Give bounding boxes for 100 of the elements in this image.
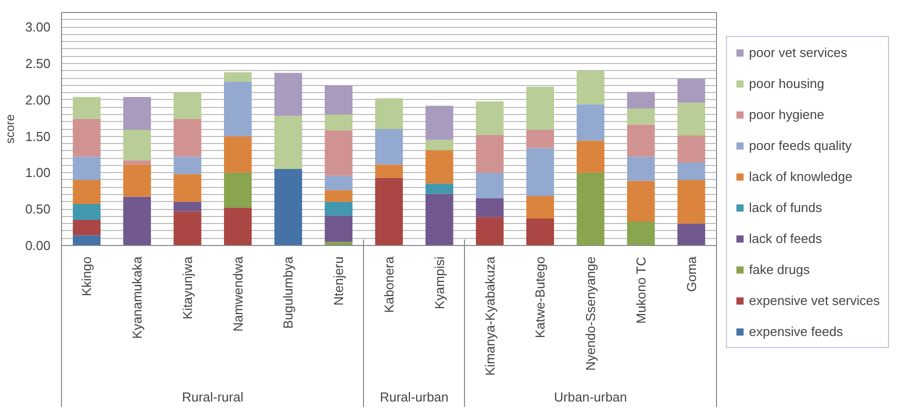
bar [677, 102, 706, 136]
x-tick-label: Ntenjeru [331, 256, 346, 306]
bar [476, 134, 504, 173]
bar [123, 130, 151, 160]
legend-label: poor hygiene [749, 107, 824, 122]
bar [576, 104, 604, 141]
bar [526, 86, 554, 130]
bar [375, 164, 403, 178]
bar [576, 140, 604, 173]
text: Rural-rural [182, 390, 244, 404]
bar [526, 196, 554, 219]
bar [324, 85, 352, 114]
y-tick-label: 3.00 [25, 20, 51, 35]
bar [324, 190, 352, 202]
bar [72, 118, 101, 157]
x-tick-label: Katwe-Butego [532, 256, 548, 338]
bar [426, 194, 454, 246]
bar [476, 198, 504, 218]
text: Rural-urban [380, 390, 449, 404]
legend-label: poor vet services [749, 45, 848, 60]
bar [72, 180, 101, 204]
bar [174, 118, 202, 157]
bar [123, 196, 151, 246]
bar [426, 150, 454, 184]
bar [72, 156, 101, 180]
bar [677, 78, 706, 103]
y-tick-label: 2.00 [25, 92, 51, 108]
bar [72, 220, 101, 236]
bar [274, 116, 302, 170]
legend-label: poor housing [749, 76, 824, 91]
legend-label: expensive vet services [749, 293, 880, 308]
bar [324, 216, 352, 242]
x-tick-label: Kitayunjwa [180, 256, 195, 320]
bar [426, 106, 454, 140]
bar [526, 148, 554, 196]
bar [526, 218, 554, 246]
bar [375, 98, 403, 129]
legend-label: lack of feeds [749, 231, 822, 246]
x-tick-label: Mukono TC [633, 256, 648, 324]
x-tick-label: Kyanamukaka [130, 256, 145, 339]
bar [123, 96, 151, 130]
bar [224, 172, 252, 208]
bar [174, 174, 202, 202]
bar [677, 180, 706, 224]
bar [324, 176, 352, 190]
bar [476, 172, 504, 198]
bar [224, 82, 252, 136]
bar [324, 130, 352, 176]
x-tick-label: Kabonera [382, 256, 396, 313]
bar [72, 235, 101, 246]
bar [627, 221, 655, 246]
bar [526, 130, 554, 148]
y-tick-label: 0.50 [25, 202, 51, 217]
bar [677, 136, 706, 162]
bar [274, 169, 302, 246]
bar [677, 224, 706, 246]
bar [375, 178, 403, 246]
legend-label: lack of funds [749, 200, 822, 215]
x-tick-label: Bugulumbya [280, 256, 296, 329]
y-tick-label: 1.00 [25, 165, 51, 180]
legend-label: expensive feeds [749, 324, 843, 339]
bar [476, 217, 504, 246]
legend-label: poor feeds quality [749, 138, 852, 153]
bar [174, 156, 202, 174]
bar [627, 108, 655, 125]
bar [324, 114, 352, 130]
bar [324, 202, 352, 216]
bar [627, 180, 655, 222]
legend-label: lack of knowledge [749, 169, 852, 184]
bar [72, 204, 101, 220]
bar [677, 162, 706, 180]
bar [576, 172, 604, 246]
bar [274, 72, 302, 116]
x-tick-label: Kimanya-Kyabakuza [482, 256, 498, 376]
bar [426, 140, 454, 150]
x-tick-label: Goma [684, 256, 699, 292]
bar [476, 101, 504, 135]
y-tick-label: 2.50 [25, 56, 51, 71]
bar [627, 156, 655, 181]
bar [224, 72, 252, 82]
x-tick-label: Kyampisi [432, 256, 447, 310]
y-axis-title: score [3, 114, 18, 144]
x-tick-label: Namwendwa [230, 256, 246, 332]
bar [426, 184, 454, 194]
bar [627, 92, 655, 109]
bar [174, 92, 202, 119]
bar [224, 136, 252, 173]
bar [174, 211, 202, 246]
bar [123, 160, 151, 165]
text: Urban-urban [554, 390, 628, 404]
bar [123, 164, 151, 197]
bar [174, 202, 202, 212]
x-tick-label: Kkingo [79, 256, 94, 296]
bar [224, 208, 252, 246]
y-tick-label: 0.00 [25, 238, 51, 253]
bar [72, 96, 101, 119]
bar [375, 129, 403, 165]
x-tick-label: Nyendo-Ssenyange [583, 256, 598, 371]
y-tick-label: 1.50 [25, 128, 51, 144]
bar [627, 124, 655, 157]
